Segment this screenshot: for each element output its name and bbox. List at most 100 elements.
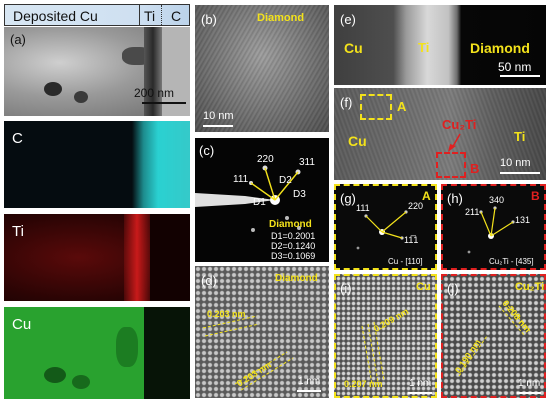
panel-i-scale-bar: [408, 392, 432, 394]
panel-j-scale-text: 1 nm: [518, 378, 541, 389]
map-c: C: [4, 121, 190, 208]
panel-f-cu2ti: Cu₂Ti: [442, 117, 477, 132]
panel-b-hrtem: (b) Diamond 10 nm: [195, 5, 329, 132]
dark-grain-1: [44, 82, 62, 96]
panel-h-pattern: [467, 206, 515, 254]
d1-value: D1=0.2001: [271, 231, 316, 241]
cu2ti-arrow-head: [448, 144, 456, 152]
d2-label: D2: [279, 175, 292, 186]
interface-dark-band: [144, 27, 162, 116]
panel-j-lattice: (j) Cu₂Ti 0.208 nm 0.190 nm 1 nm: [441, 274, 546, 398]
panel-i-lattice: (i) Cu 0.209 nm 0.207 nm 1 nm: [334, 274, 437, 398]
panel-f-scale-text: 10 nm: [500, 157, 531, 169]
panel-b-scale-text: 10 nm: [203, 110, 234, 122]
fringe-line-3: [234, 351, 288, 385]
h-spot-d: [467, 250, 471, 254]
panel-d-spacing-1: 0.203 nm: [207, 309, 246, 319]
beam-stop: [195, 193, 275, 207]
region-b-label: B: [470, 161, 480, 176]
panel-j-markers: [458, 301, 532, 377]
map-ti-band: [124, 214, 150, 301]
panel-f-scale-bar: [500, 172, 540, 174]
d3-label: D3: [293, 189, 306, 200]
header-c: C: [171, 8, 182, 24]
header-divider-1: [139, 5, 140, 25]
j-fringe-2: [504, 301, 532, 333]
fringe-line-2: [204, 323, 260, 337]
map-cu-dark-3: [116, 327, 138, 367]
spot-label-111: 111: [233, 174, 249, 185]
panel-j-label: (j): [447, 281, 459, 296]
region-b-box[interactable]: [436, 152, 466, 178]
region-a-box[interactable]: [360, 94, 392, 120]
panel-j-scale-bar: [517, 392, 541, 394]
d1-label: D1: [253, 197, 266, 208]
panel-f-ti: Ti: [514, 129, 526, 144]
panel-d-scale-bar: [297, 390, 321, 392]
panel-f-arrow: [448, 133, 461, 152]
h-label-21-1: 211: [465, 207, 480, 217]
map-ti: Ti: [4, 214, 190, 301]
panel-e-scale-bar: [500, 75, 540, 77]
panel-b-scale-bar: [203, 125, 233, 127]
panel-c-pattern: [195, 165, 301, 232]
dark-grain-2: [74, 91, 88, 103]
spot-c: [285, 216, 289, 220]
panel-a-scale-bar: [142, 102, 186, 104]
panel-e-scale-text: 50 nm: [498, 60, 532, 74]
header-deposited-cu: Deposited Cu: [13, 8, 98, 24]
panel-b-label: (b): [201, 12, 217, 27]
map-cu-label: Cu: [12, 316, 32, 333]
panel-g-pattern: [356, 210, 408, 250]
map-cu-dark-2: [72, 375, 90, 389]
panel-d-title: Diamond: [275, 273, 318, 284]
h-label-340: 340: [489, 195, 505, 205]
panel-e-ti: Ti: [418, 40, 430, 55]
panel-d-markers: [202, 315, 294, 391]
panel-b-title: Diamond: [257, 12, 305, 24]
g-label-11-1: 11̅1: [404, 235, 419, 245]
vector-d3: [274, 171, 299, 201]
h-zone-axis: Cu₂Ti - [435]: [489, 257, 534, 266]
panel-b-shade: [195, 5, 329, 132]
h-vector-21-1: [480, 211, 492, 237]
panel-c-title: Diamond: [269, 219, 312, 230]
map-ti-label: Ti: [12, 223, 24, 240]
panel-h-fft: (h) B 340 211 131 Cu₂Ti - [435]: [441, 184, 546, 270]
panel-i-scale-text: 1 nm: [409, 378, 432, 389]
panel-e-cu: Cu: [344, 40, 363, 56]
d3-value: D3=0.1069: [271, 251, 316, 261]
map-c-label: C: [12, 130, 23, 147]
panel-a-scale-text: 200 nm: [134, 86, 175, 100]
panel-a-tem-image: (a) 200 nm: [4, 27, 190, 116]
g-zone-axis: Cu - [110]: [388, 257, 423, 266]
h-label-131: 131: [515, 215, 531, 225]
spot-label-311: 311: [299, 157, 315, 168]
panel-g-tag: A: [422, 189, 431, 203]
panel-h-tag: B: [531, 189, 540, 203]
panel-e-tem: (e) Cu Ti Diamond 50 nm: [334, 5, 546, 85]
panel-c-label: (c): [199, 143, 215, 158]
panel-g-fft: (g) A 111 220 11̅1 Cu - [110]: [334, 184, 437, 270]
spot-b: [251, 228, 255, 232]
vector-d1: [250, 182, 276, 201]
h-vector-340: [490, 207, 496, 237]
region-a-label: A: [397, 99, 407, 114]
panel-i-title: Cu: [416, 281, 431, 293]
header-bar: Deposited Cu Ti C: [4, 4, 190, 26]
panel-d-label: (d): [201, 273, 217, 288]
panel-c-diffraction: (c) 220 311 111 D1 D2 D3 Diamond D1=0.20…: [195, 138, 329, 262]
panel-i-label: (i): [340, 281, 352, 296]
panel-i-spacing-2: 0.207 nm: [344, 379, 383, 389]
g-vector-11-1: [381, 231, 403, 239]
g-vector-220: [381, 211, 407, 233]
d2-value: D2=0.1240: [271, 241, 316, 251]
fringe-line-1: [202, 315, 258, 329]
map-cu-dark-1: [44, 367, 66, 383]
panel-f-hrtem: (f) A Cu Cu₂Ti Ti B 10 nm: [334, 88, 546, 180]
spot-a: [297, 226, 301, 230]
map-c-signal: [132, 121, 190, 208]
map-cu-empty: [144, 307, 190, 399]
panel-j-title: Cu₂Ti: [515, 281, 545, 293]
spot-label-220: 220: [257, 154, 274, 165]
